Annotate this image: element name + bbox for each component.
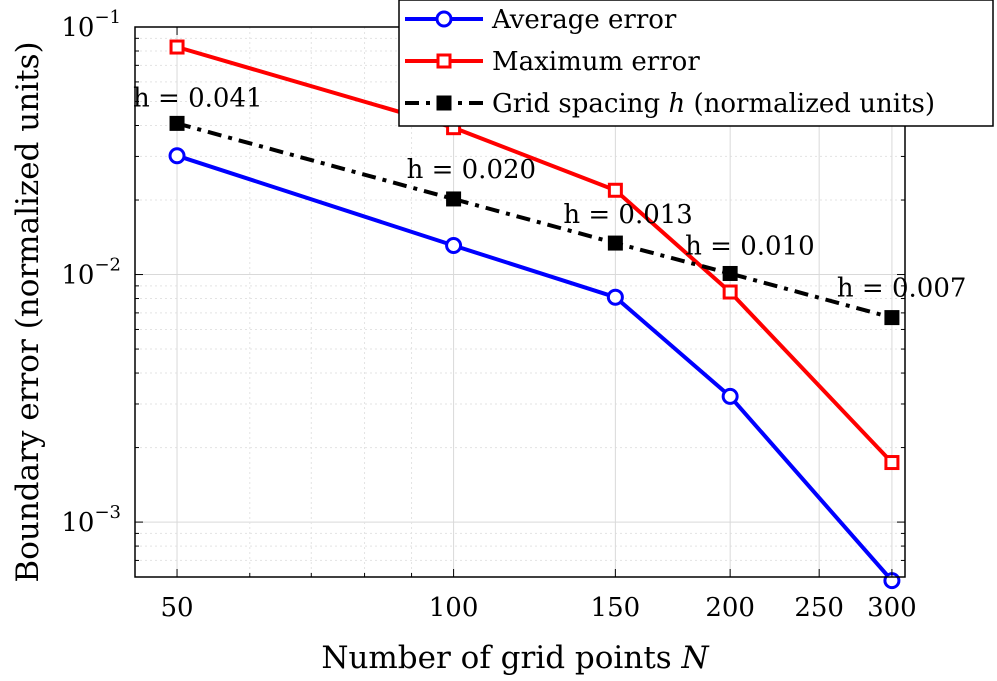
series-line — [176, 121, 893, 320]
x-tick-label: 50 — [160, 593, 193, 623]
point-annotation: h = 0.007 — [837, 274, 967, 304]
data-point — [445, 237, 463, 255]
series-2 — [169, 115, 900, 326]
data-point — [446, 191, 462, 207]
x-axis-title-text: Number of grid points — [321, 640, 671, 676]
legend-label: Average error — [491, 5, 677, 35]
data-point — [607, 235, 623, 251]
legend-entry: Grid spacing h (normalized units) — [405, 89, 935, 119]
data-point — [722, 265, 738, 281]
series-line — [176, 153, 894, 582]
data-point — [169, 115, 185, 131]
x-axis-title: Number of grid points N — [321, 640, 710, 676]
data-point — [169, 39, 185, 55]
data-point — [435, 10, 453, 28]
legend-entry: Average error — [405, 5, 677, 35]
data-point — [722, 284, 738, 300]
data-point — [168, 147, 186, 165]
legend-box — [398, 0, 994, 127]
x-tick-label: 150 — [591, 593, 641, 623]
x-axis-title-var: N — [681, 640, 711, 676]
x-tick-label: 100 — [429, 593, 479, 623]
data-point — [436, 95, 452, 111]
y-tick-label: 10−3 — [61, 502, 121, 538]
y-axis-ticks: 10−3 10−2 10−1 — [61, 7, 905, 578]
y-axis-title: Boundary error (normalized units) — [10, 41, 46, 582]
y-tick-label: 10−2 — [61, 255, 121, 291]
data-point — [884, 455, 900, 471]
data-point — [436, 53, 452, 69]
point-annotation: h = 0.041 — [133, 83, 263, 113]
legend: Average error Maximum error Grid spacing h… — [398, 0, 994, 127]
x-tick-label: 250 — [794, 593, 844, 623]
data-point — [884, 310, 900, 326]
x-tick-label: 200 — [705, 593, 755, 623]
legend-label: Grid spacing h (normalized units) — [492, 89, 935, 119]
data-point — [721, 387, 739, 405]
point-annotation: h = 0.010 — [685, 231, 815, 261]
x-axis-ticks: 50 100 150 200 250 300 — [160, 27, 917, 623]
data-point — [606, 288, 624, 306]
data-point — [607, 182, 623, 198]
legend-entry: Maximum error — [405, 47, 700, 77]
legend-label: Maximum error — [492, 47, 700, 77]
x-tick-label: 300 — [867, 593, 917, 623]
y-tick-label: 10−1 — [61, 7, 121, 43]
point-annotation: h = 0.020 — [407, 155, 536, 185]
point-annotation: h = 0.013 — [563, 200, 693, 230]
